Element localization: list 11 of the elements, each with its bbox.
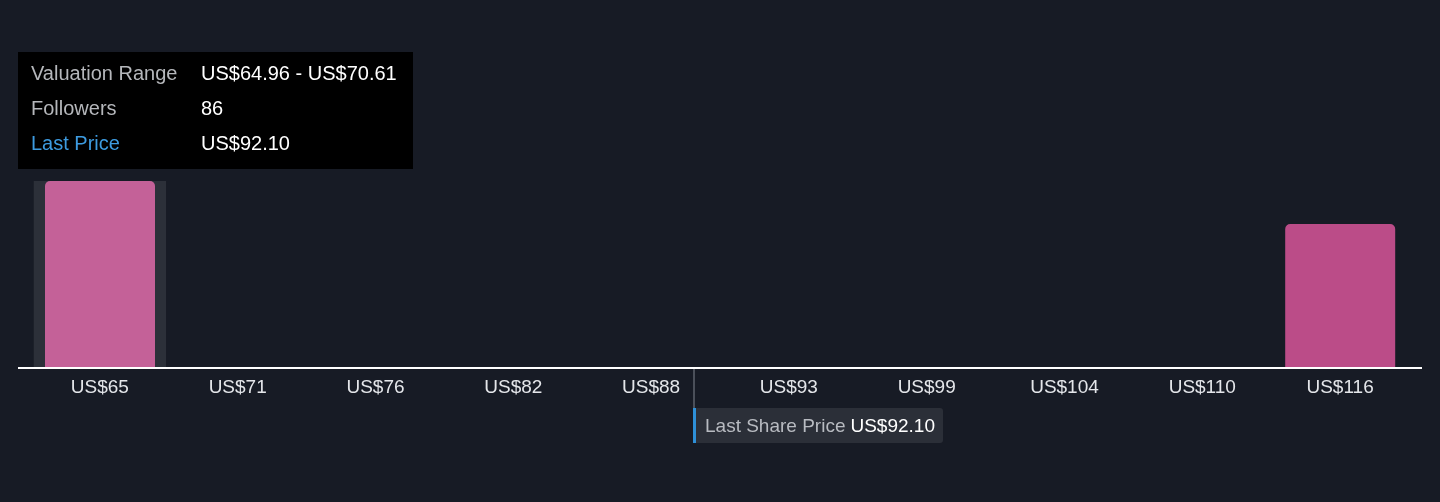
x-tick-label: US$82 (484, 376, 543, 398)
tooltip-panel: Valuation Range US$64.96 - US$70.61 Followers 86 Last Price US$92.10 (18, 52, 413, 169)
x-tick-label: US$76 (346, 376, 405, 398)
x-tick-label: US$99 (897, 376, 956, 398)
x-tick-label: US$88 (622, 376, 681, 398)
x-tick-label: US$110 (1168, 376, 1236, 398)
x-tick-label: US$104 (1030, 376, 1100, 398)
x-tick-label: US$71 (208, 376, 267, 398)
x-tick-label: US$65 (70, 376, 129, 398)
x-tick-label: US$93 (759, 376, 818, 398)
x-tick-label: US$116 (1306, 376, 1374, 398)
